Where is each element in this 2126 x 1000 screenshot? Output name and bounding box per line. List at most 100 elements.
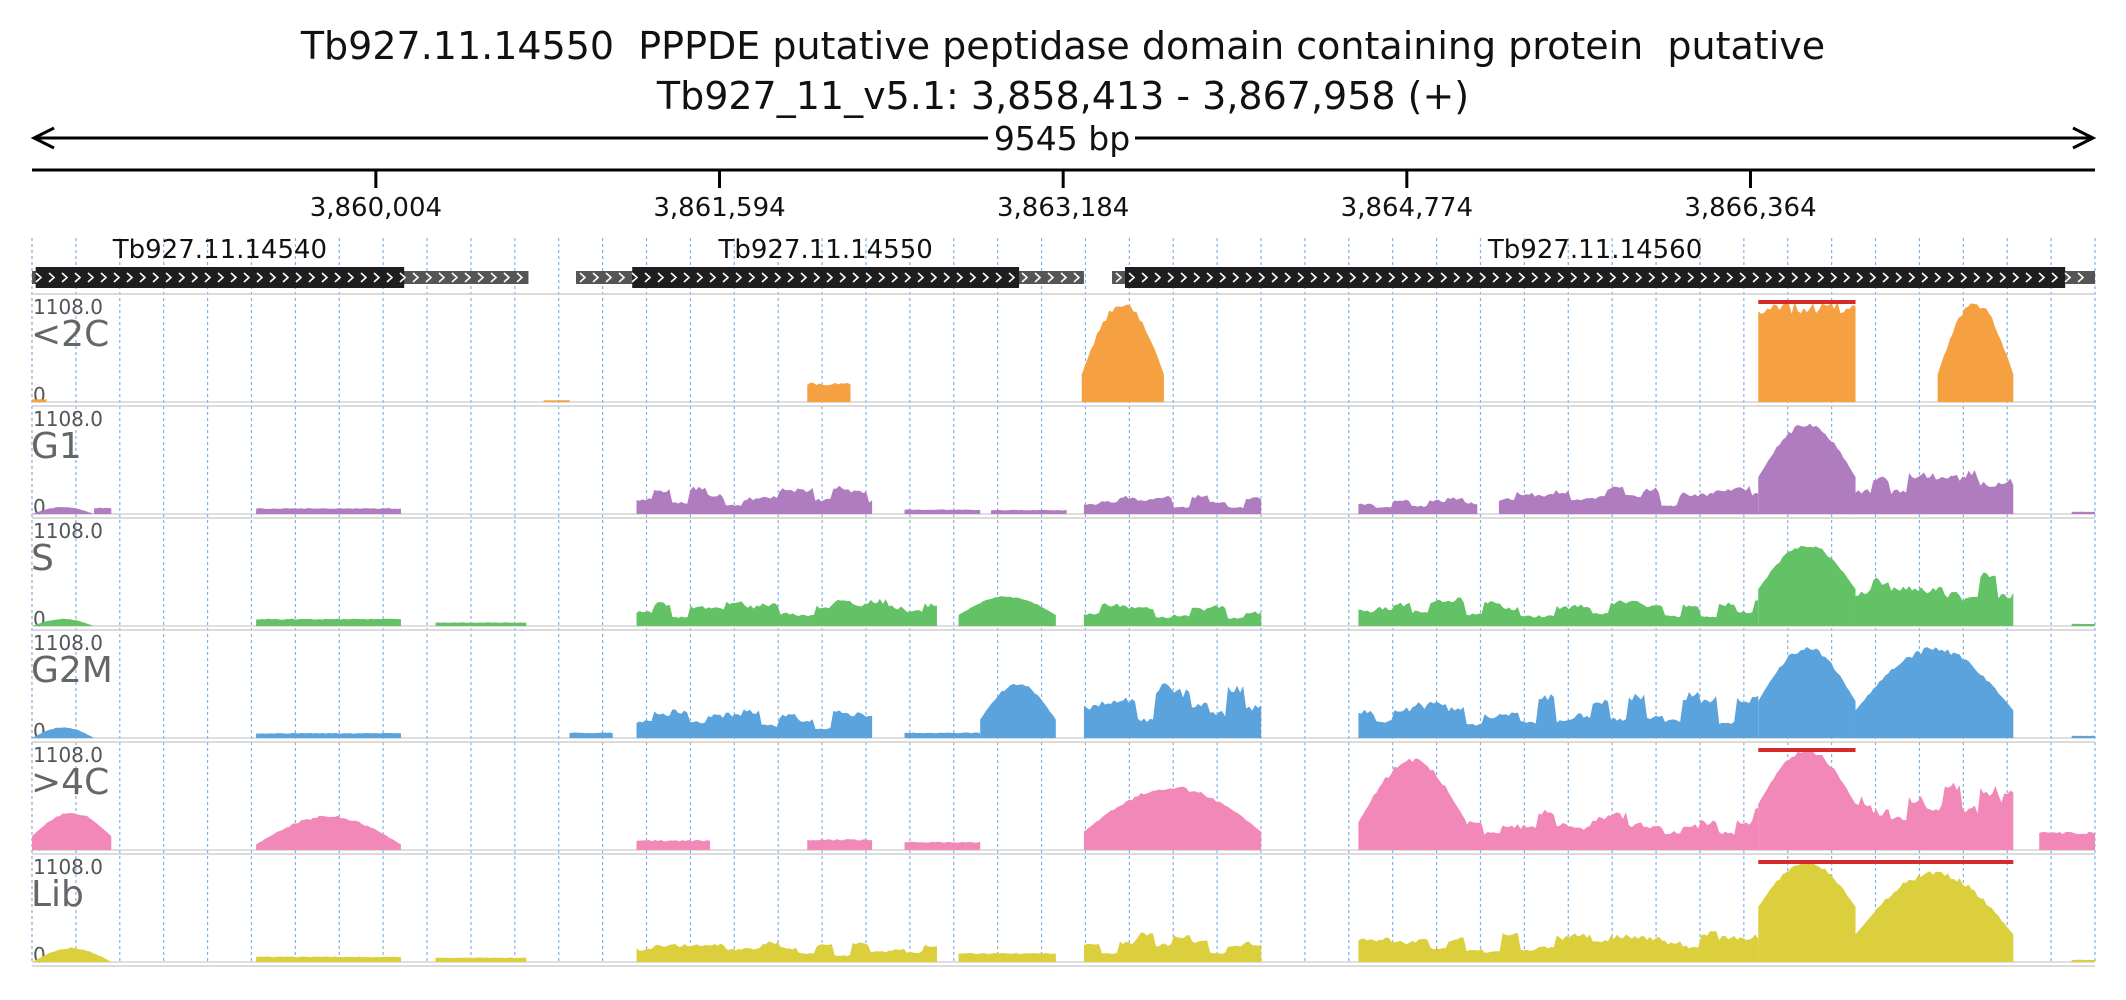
coverage-area	[636, 941, 937, 962]
gene-cds[interactable]	[632, 267, 1020, 288]
ruler-tick-label: 3,860,004	[310, 193, 442, 223]
track-name: G2M	[31, 650, 113, 691]
track-max-label: 1108.0	[33, 855, 103, 879]
coverage-area	[2071, 959, 2095, 962]
coverage-area	[990, 509, 1067, 514]
ruler-tick-label: 3,861,594	[653, 193, 785, 223]
ruler-tick-label: 3,866,364	[1684, 193, 1816, 223]
track-min-label: 0	[33, 719, 46, 743]
track-g1-group: 1108.0G1 0	[31, 405, 2095, 519]
coverage-area	[1758, 647, 1856, 738]
coverage-area	[435, 957, 527, 962]
gene-label: Tb927.11.14550	[717, 235, 932, 265]
coverage-area	[636, 485, 873, 514]
track-2c-group: 1108.0<2C 0	[31, 293, 2095, 407]
coverage-area	[2071, 623, 2095, 626]
coverage-area	[32, 813, 112, 850]
coverage-area	[256, 618, 401, 626]
coverage-area	[904, 509, 981, 514]
coverage-area	[958, 952, 1056, 962]
clip-marker	[1758, 860, 1856, 864]
coverage-area	[980, 683, 1056, 738]
coverage-area	[636, 709, 873, 738]
gene-label: Tb927.11.14560	[1487, 235, 1702, 265]
track-min-label: 0	[33, 383, 46, 407]
coverage-area	[1937, 303, 2014, 402]
track-max-label: 1108.0	[33, 519, 103, 543]
coverage-area	[32, 727, 95, 738]
track-name: >4C	[31, 762, 109, 803]
coverage-area	[1758, 545, 1856, 626]
track-max-label: 1108.0	[33, 743, 103, 767]
strand-chevron-icon	[35, 272, 524, 283]
track-max-label: 1108.0	[33, 295, 103, 319]
coverage-area	[1855, 572, 2014, 626]
coverage-area	[1758, 748, 1856, 850]
coverage-area	[958, 596, 1056, 626]
track-name: <2C	[31, 314, 109, 355]
coverage-area	[636, 839, 711, 850]
span-indicator: 9545 bp	[30, 119, 2097, 158]
coverage-area	[32, 947, 112, 962]
clip-marker	[1758, 300, 1856, 304]
coverage-area	[543, 400, 570, 402]
coordinate-ruler: 3,860,004 3,861,594 3,863,184 3,864,774 3,86…	[32, 168, 2095, 223]
coverage-area	[904, 732, 981, 738]
coverage-tracks: 1108.0<2C01108.0G101108.0S01108.0G2M0110…	[31, 293, 2095, 967]
coverage-area	[1758, 301, 1856, 402]
gene-cds[interactable]	[35, 267, 405, 288]
coverage-area	[1083, 683, 1262, 738]
track-max-label: 1108.0	[33, 631, 103, 655]
track-min-label: 0	[33, 943, 46, 967]
gene-label: Tb927.11.14540	[112, 235, 327, 265]
track-name: Lib	[31, 874, 84, 915]
clip-marker	[1855, 860, 2014, 864]
track-min-label: 0	[33, 495, 46, 519]
coverage-area	[569, 732, 613, 738]
coverage-area	[1083, 603, 1262, 626]
coverage-area	[32, 618, 95, 626]
track-4c-group: 1108.0>4C0	[31, 741, 2095, 855]
coverage-area	[904, 841, 981, 850]
coverage-area	[32, 399, 47, 402]
arrow-left-icon	[30, 126, 55, 150]
coverage-area	[1855, 647, 2014, 738]
coverage-area	[1758, 862, 1856, 962]
coverage-area	[256, 732, 401, 738]
coverage-area	[1083, 932, 1262, 962]
track-max-label: 1108.0	[33, 407, 103, 431]
coverage-area	[1083, 494, 1262, 514]
coverage-area	[807, 382, 851, 402]
ruler-tick-label: 3,863,184	[997, 193, 1129, 223]
coverage-area	[1358, 691, 1759, 738]
coverage-area	[1358, 758, 1467, 850]
ruler-tick-label: 3,864,774	[1341, 193, 1473, 223]
track-s-group: 1108.0S 0	[31, 517, 2095, 631]
track-name: S	[31, 538, 54, 579]
coverage-area	[32, 507, 95, 514]
track-name: G1	[31, 426, 82, 467]
coverage-area	[1855, 470, 2014, 514]
coverage-area	[1358, 597, 1759, 626]
coverage-area	[1081, 304, 1164, 402]
arrow-right-icon	[2072, 126, 2097, 150]
coverage-area	[2039, 831, 2095, 850]
coverage-area	[1358, 930, 1759, 962]
coverage-area	[2071, 511, 2095, 514]
coverage-area	[256, 508, 401, 514]
coverage-area	[1855, 871, 2014, 962]
coverage-area	[1855, 782, 2014, 850]
gene-cds[interactable]	[1124, 267, 2066, 288]
span-length-label: 9545 bp	[994, 119, 1130, 158]
coverage-area	[1758, 423, 1856, 514]
strand-chevron-icon	[1115, 272, 2085, 283]
coverage-area	[1466, 807, 1759, 850]
coverage-area	[807, 839, 873, 850]
track-min-label: 0	[33, 607, 46, 631]
clip-marker	[1758, 748, 1856, 752]
coverage-area	[2071, 735, 2095, 738]
